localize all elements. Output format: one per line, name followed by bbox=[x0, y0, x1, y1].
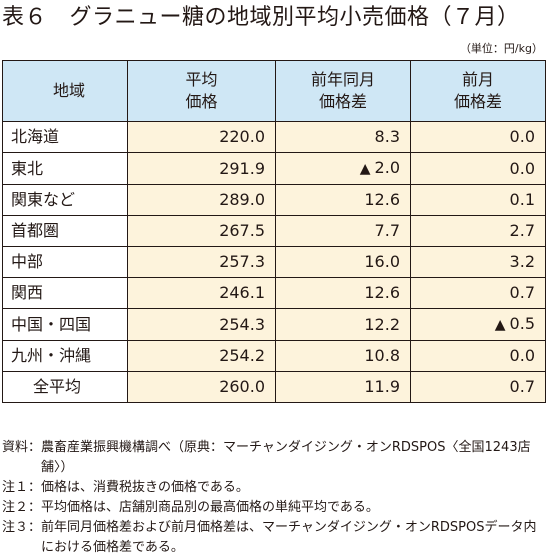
table-row: 関西 246.1 12.6 0.7 bbox=[2, 277, 546, 309]
yoy-diff-cell-value: 16.0 bbox=[364, 252, 400, 271]
note-2-text: 平均価格は、店舗別商品別の最高価格の単純平均である。 bbox=[41, 500, 379, 515]
mom-diff-cell: ▲ 0.5 bbox=[410, 308, 546, 341]
region-cell: 東北 bbox=[2, 152, 128, 185]
table-row: 北海道 220.0 8.3 0.0 bbox=[2, 121, 546, 153]
yoy-diff-cell: 12.6 bbox=[275, 184, 411, 216]
yoy-diff-cell: 12.2 bbox=[275, 308, 411, 341]
yoy-diff-cell: 11.9 bbox=[275, 371, 411, 403]
negative-triangle-icon: ▲ bbox=[359, 161, 371, 177]
note-source: 資料： 農畜産業振興機構調べ（原典：マーチャンダイジング・オンRDSPOS〈全国… bbox=[2, 438, 547, 478]
note-3-text: 前年同月価格差および前月価格差は、マーチャンダイジング・オンRDSPOSデータ内… bbox=[41, 520, 537, 555]
mom-diff-cell: 0.0 bbox=[410, 340, 546, 372]
price-cell: 257.3 bbox=[127, 246, 276, 278]
yoy-diff-cell-value: 12.2 bbox=[364, 314, 400, 334]
page-title: 表６ グラニュー糖の地域別平均小売価格（７月） bbox=[2, 5, 520, 30]
unit-label: （単位：円/kg） bbox=[459, 42, 543, 55]
price-cell: 220.0 bbox=[127, 121, 276, 153]
region-cell: 中部 bbox=[2, 246, 128, 278]
note-2-label: 注２： bbox=[2, 500, 42, 515]
header-average-price: 平均 価格 bbox=[127, 60, 276, 122]
yoy-diff-cell-value: 10.8 bbox=[364, 346, 400, 365]
price-cell: 254.2 bbox=[127, 340, 276, 372]
yoy-diff-cell-value: 8.3 bbox=[374, 127, 400, 146]
yoy-diff-cell: 7.7 bbox=[275, 215, 411, 247]
negative-triangle-icon: ▲ bbox=[494, 317, 506, 333]
yoy-diff-cell: ▲ 2.0 bbox=[275, 152, 411, 185]
region-cell: 関西 bbox=[2, 277, 128, 309]
price-cell: 260.0 bbox=[127, 371, 276, 403]
table-row: 中国・四国 254.3 12.2 ▲ 0.5 bbox=[2, 308, 546, 341]
mom-diff-cell: 3.2 bbox=[410, 246, 546, 278]
note-3: 注３： 前年同月価格差および前月価格差は、マーチャンダイジング・オンRDSPOS… bbox=[2, 518, 547, 558]
header-region-label: 地域 bbox=[53, 81, 86, 100]
mom-diff-cell-value: 0.7 bbox=[509, 377, 535, 396]
region-cell: 首都圏 bbox=[2, 215, 128, 247]
mom-diff-cell: 0.7 bbox=[410, 371, 546, 403]
table-header-row: 地域 平均 価格 前年同月 価格差 前月 価格差 bbox=[2, 60, 546, 122]
mom-diff-cell: 0.0 bbox=[410, 152, 546, 185]
price-cell: 267.5 bbox=[127, 215, 276, 247]
region-cell: 九州・沖縄 bbox=[2, 340, 128, 372]
table-row: 東北 291.9 ▲ 2.0 0.0 bbox=[2, 152, 546, 185]
header-average-price-line1: 平均 bbox=[185, 70, 218, 89]
mom-diff-cell: 2.7 bbox=[410, 215, 546, 247]
header-mom-diff-line1: 前月 bbox=[461, 70, 494, 89]
note-3-label: 注３： bbox=[2, 520, 42, 535]
notes: 資料： 農畜産業振興機構調べ（原典：マーチャンダイジング・オンRDSPOS〈全国… bbox=[2, 438, 547, 558]
header-region: 地域 bbox=[2, 60, 128, 122]
mom-diff-cell-value: 0.0 bbox=[509, 127, 535, 146]
price-cell: 291.9 bbox=[127, 152, 276, 185]
yoy-diff-cell-value: 2.0 bbox=[374, 158, 400, 177]
region-cell: 中国・四国 bbox=[2, 308, 128, 341]
note-source-label: 資料： bbox=[2, 440, 42, 455]
region-cell: 全平均 bbox=[2, 371, 128, 403]
yoy-diff-cell: 12.6 bbox=[275, 277, 411, 309]
price-cell: 246.1 bbox=[127, 277, 276, 309]
note-source-text: 農畜産業振興機構調べ（原典：マーチャンダイジング・オンRDSPOS〈全国1243… bbox=[41, 440, 531, 475]
header-yoy-diff: 前年同月 価格差 bbox=[275, 60, 411, 122]
yoy-diff-cell: 8.3 bbox=[275, 121, 411, 153]
yoy-diff-cell-value: 12.6 bbox=[364, 283, 400, 302]
table-row-total: 全平均 260.0 11.9 0.7 bbox=[2, 371, 546, 403]
header-yoy-diff-line1: 前年同月 bbox=[310, 70, 375, 89]
header-mom-diff: 前月 価格差 bbox=[410, 60, 546, 122]
note-1: 注１： 価格は、消費税抜きの価格である。 bbox=[2, 478, 547, 498]
yoy-diff-cell-value: 7.7 bbox=[374, 221, 400, 240]
table-body: 北海道 220.0 8.3 0.0 東北 291.9 ▲ 2.0 0.0 関東など 289.0 12.… bbox=[2, 121, 546, 403]
table-row: 九州・沖縄 254.2 10.8 0.0 bbox=[2, 340, 546, 372]
price-cell: 289.0 bbox=[127, 184, 276, 216]
mom-diff-cell-value: 0.0 bbox=[509, 346, 535, 365]
note-1-text: 価格は、消費税抜きの価格である。 bbox=[41, 480, 249, 495]
header-mom-diff-line2: 価格差 bbox=[453, 92, 502, 111]
mom-diff-cell-value: 0.7 bbox=[509, 283, 535, 302]
yoy-diff-cell-value: 12.6 bbox=[364, 190, 400, 209]
table-row: 関東など 289.0 12.6 0.1 bbox=[2, 184, 546, 216]
mom-diff-cell: 0.7 bbox=[410, 277, 546, 309]
yoy-diff-cell: 16.0 bbox=[275, 246, 411, 278]
mom-diff-cell-value: 2.7 bbox=[509, 221, 535, 240]
price-cell: 254.3 bbox=[127, 308, 276, 341]
header-average-price-line2: 価格 bbox=[185, 92, 218, 111]
note-1-label: 注１： bbox=[2, 480, 42, 495]
mom-diff-cell: 0.1 bbox=[410, 184, 546, 216]
mom-diff-cell-value: 0.1 bbox=[509, 190, 535, 209]
table-row: 中部 257.3 16.0 3.2 bbox=[2, 246, 546, 278]
region-cell: 北海道 bbox=[2, 121, 128, 153]
yoy-diff-cell-value: 11.9 bbox=[364, 377, 400, 396]
mom-diff-cell: 0.0 bbox=[410, 121, 546, 153]
table-row: 首都圏 267.5 7.7 2.7 bbox=[2, 215, 546, 247]
mom-diff-cell-value: 0.0 bbox=[509, 158, 535, 178]
header-yoy-diff-line2: 価格差 bbox=[318, 92, 367, 111]
yoy-diff-cell: 10.8 bbox=[275, 340, 411, 372]
mom-diff-cell-value: 3.2 bbox=[509, 252, 535, 271]
region-cell: 関東など bbox=[2, 184, 128, 216]
price-table: 地域 平均 価格 前年同月 価格差 前月 価格差 北海道 220.0 8.3 0.0 東… bbox=[2, 60, 546, 403]
note-2: 注２： 平均価格は、店舗別商品別の最高価格の単純平均である。 bbox=[2, 498, 547, 518]
mom-diff-cell-value: 0.5 bbox=[509, 314, 535, 333]
